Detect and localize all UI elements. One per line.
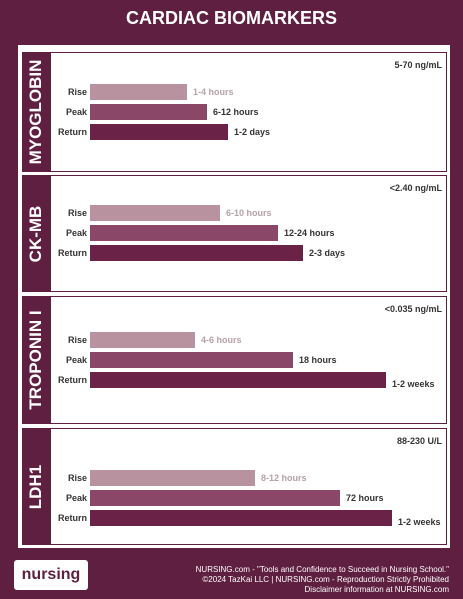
row-label: Return <box>58 127 87 137</box>
bar <box>90 84 187 100</box>
bar <box>90 490 340 506</box>
bar <box>90 225 278 241</box>
duration: 1-4 hours <box>193 87 234 97</box>
duration: 1-2 weeks <box>398 517 441 527</box>
row-label: Peak <box>65 228 87 238</box>
side-bar <box>22 428 50 545</box>
row-label: Peak <box>65 493 87 503</box>
section-name: LDH1 <box>26 464 45 509</box>
footer-line: Disclaimer information at NURSING.com <box>304 585 449 594</box>
bar <box>90 205 220 221</box>
row-label: Peak <box>65 355 87 365</box>
bar <box>90 104 207 120</box>
section-name: MYOGLOBIN <box>26 59 45 165</box>
row-label: Rise <box>67 208 87 218</box>
duration: 4-6 hours <box>201 335 242 345</box>
range: 5-70 ng/mL <box>394 60 442 70</box>
duration: 1-2 days <box>234 127 271 137</box>
row-label: Return <box>58 248 87 258</box>
row-label: Return <box>58 513 87 523</box>
row-label: Rise <box>67 473 87 483</box>
side-bar <box>22 52 50 172</box>
bar <box>90 510 392 526</box>
duration: 1-2 weeks <box>392 379 435 389</box>
duration: 12-24 hours <box>284 228 335 238</box>
duration: 8-12 hours <box>261 473 307 483</box>
bar <box>90 352 293 368</box>
range: <0.035 ng/mL <box>384 304 442 314</box>
duration: 6-12 hours <box>213 107 259 117</box>
side-bar <box>22 296 50 424</box>
logo: nursing <box>14 560 88 590</box>
range: 88-230 U/L <box>396 436 442 446</box>
row-label: Rise <box>67 87 87 97</box>
bar <box>90 470 255 486</box>
section-name: TROPONIN I <box>26 310 45 410</box>
row-label: Peak <box>65 107 87 117</box>
footer-line: NURSING.com - "Tools and Confidence to S… <box>195 565 449 574</box>
bar <box>90 245 303 261</box>
section-name: CK-MB <box>26 205 45 262</box>
row-label: Rise <box>67 335 87 345</box>
duration: 72 hours <box>346 493 384 503</box>
duration: 2-3 days <box>309 248 346 258</box>
bar <box>90 372 386 388</box>
bar <box>90 124 228 140</box>
duration: 6-10 hours <box>226 208 272 218</box>
footer-line: ©2024 TazKai LLC | NURSING.com - Reprodu… <box>202 575 449 584</box>
duration: 18 hours <box>299 355 337 365</box>
row-label: Return <box>58 375 87 385</box>
bar <box>90 332 195 348</box>
side-bar <box>22 175 50 292</box>
range: <2.40 ng/mL <box>389 183 442 193</box>
title: CARDIAC BIOMARKERS <box>126 8 337 28</box>
